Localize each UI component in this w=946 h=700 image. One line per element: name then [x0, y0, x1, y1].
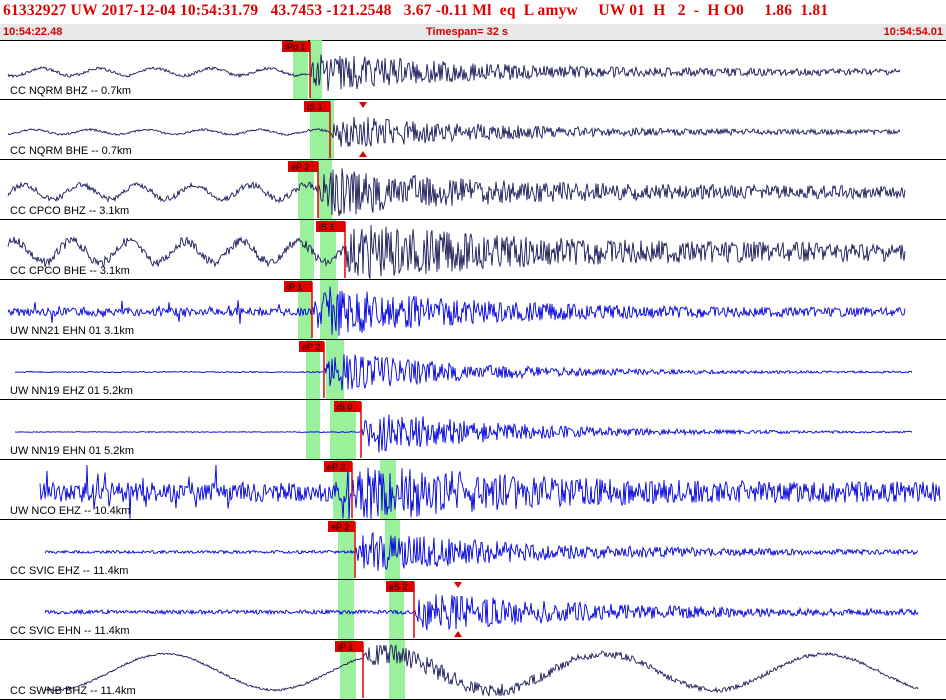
channel-label: UW NCO EHZ -- 10.4km: [10, 505, 131, 517]
pick-label: iS 0: [337, 402, 353, 412]
pick-window: [338, 580, 354, 639]
pick-flag: [335, 641, 363, 652]
pick-flag: [304, 101, 330, 112]
end-time: 10:54:54.01: [883, 26, 943, 38]
event-summary: 61332927 UW 2017-12-04 10:54:31.79 43.74…: [3, 2, 829, 19]
waveform-trace: [14, 414, 913, 453]
amplitude-marker-bottom: [454, 631, 462, 637]
pick-flag: [324, 461, 352, 472]
pick-window: [306, 340, 320, 399]
pick-flag: [288, 161, 318, 172]
pick-flag: [328, 521, 355, 532]
pick-label: iS 1: [319, 222, 335, 232]
pick-label: eP 2: [327, 462, 345, 472]
waveform-trace: [7, 224, 906, 279]
pick-label: eP 2: [331, 522, 349, 532]
channel-label: CC SVIC EHZ -- 11.4km: [10, 565, 129, 577]
pick-flag: [284, 281, 312, 292]
pick-window: [380, 460, 396, 519]
pick-flag: [299, 341, 324, 352]
waveform-trace: [7, 116, 901, 148]
pick-label: eP 2: [302, 342, 320, 352]
pick-window: [333, 460, 350, 519]
pick-window: [293, 40, 308, 99]
pick-window: [326, 340, 344, 399]
waveform-trace: [14, 354, 913, 391]
channel-label: CC SWNB BHZ -- 11.4km: [10, 685, 136, 697]
waveform-trace: [39, 464, 941, 520]
pick-label: iP 1: [287, 282, 302, 292]
channel-label: UW NN19 EHZ 01 5.2km: [10, 385, 133, 397]
pick-window: [338, 520, 354, 579]
time-bar: 10:54:22.48 Timespan= 32 s 10:54:54.01: [0, 24, 946, 41]
pick-window: [322, 100, 334, 159]
timespan: Timespan= 32 s: [426, 26, 509, 38]
pick-label: iP 1: [338, 642, 353, 652]
waveform-trace: [7, 54, 901, 91]
waveform-trace: [44, 594, 919, 631]
pick-label: iS 1: [307, 102, 323, 112]
amplitude-marker-top: [359, 102, 367, 108]
amplitude-marker-top: [454, 582, 462, 588]
pick-label: eS 2: [389, 582, 408, 592]
start-time: 10:54:22.48: [3, 26, 63, 38]
channel-label: CC CPCO BHZ -- 3.1km: [10, 205, 130, 217]
channel-label: CC NQRM BHE -- 0.7km: [10, 145, 132, 157]
pick-window: [340, 640, 356, 699]
pick-label: iPd 1: [285, 42, 306, 52]
channel-label: UW NN21 EHN 01 3.1km: [10, 325, 135, 337]
channel-label: CC SVIC EHN -- 11.4km: [10, 625, 130, 637]
channel-label: CC CPCO BHE -- 3.1km: [10, 265, 130, 277]
pick-window: [298, 160, 314, 219]
pick-window: [320, 220, 336, 279]
waveform-trace: [44, 644, 919, 697]
amplitude-marker-bottom: [359, 151, 367, 157]
channel-label: CC NQRM BHZ -- 0.7km: [10, 85, 131, 97]
waveform-trace: [7, 286, 906, 336]
waveform-canvas[interactable]: iPd 1 iS 1 eP 2 iS 1 iP 1 eP 2 iS 0 eP 2 eP 2 eS …: [0, 40, 946, 700]
pick-flag: [386, 581, 414, 592]
channel-label: UW NN19 EHN 01 5.2km: [10, 445, 135, 457]
waveform-trace: [7, 168, 906, 217]
pick-window: [389, 580, 404, 639]
waveform-trace: [44, 532, 919, 571]
pick-flag: [316, 221, 345, 232]
event-header: 61332927 UW 2017-12-04 10:54:31.79 43.74…: [0, 0, 946, 41]
pick-label: eP 2: [291, 162, 309, 172]
pick-flag: [334, 401, 361, 412]
pick-flag: [282, 41, 310, 52]
seismogram-panels[interactable]: iPd 1 iS 1 eP 2 iS 1 iP 1 eP 2 iS 0 eP 2 eP 2 eS …: [0, 40, 946, 700]
pick-window: [306, 400, 320, 459]
